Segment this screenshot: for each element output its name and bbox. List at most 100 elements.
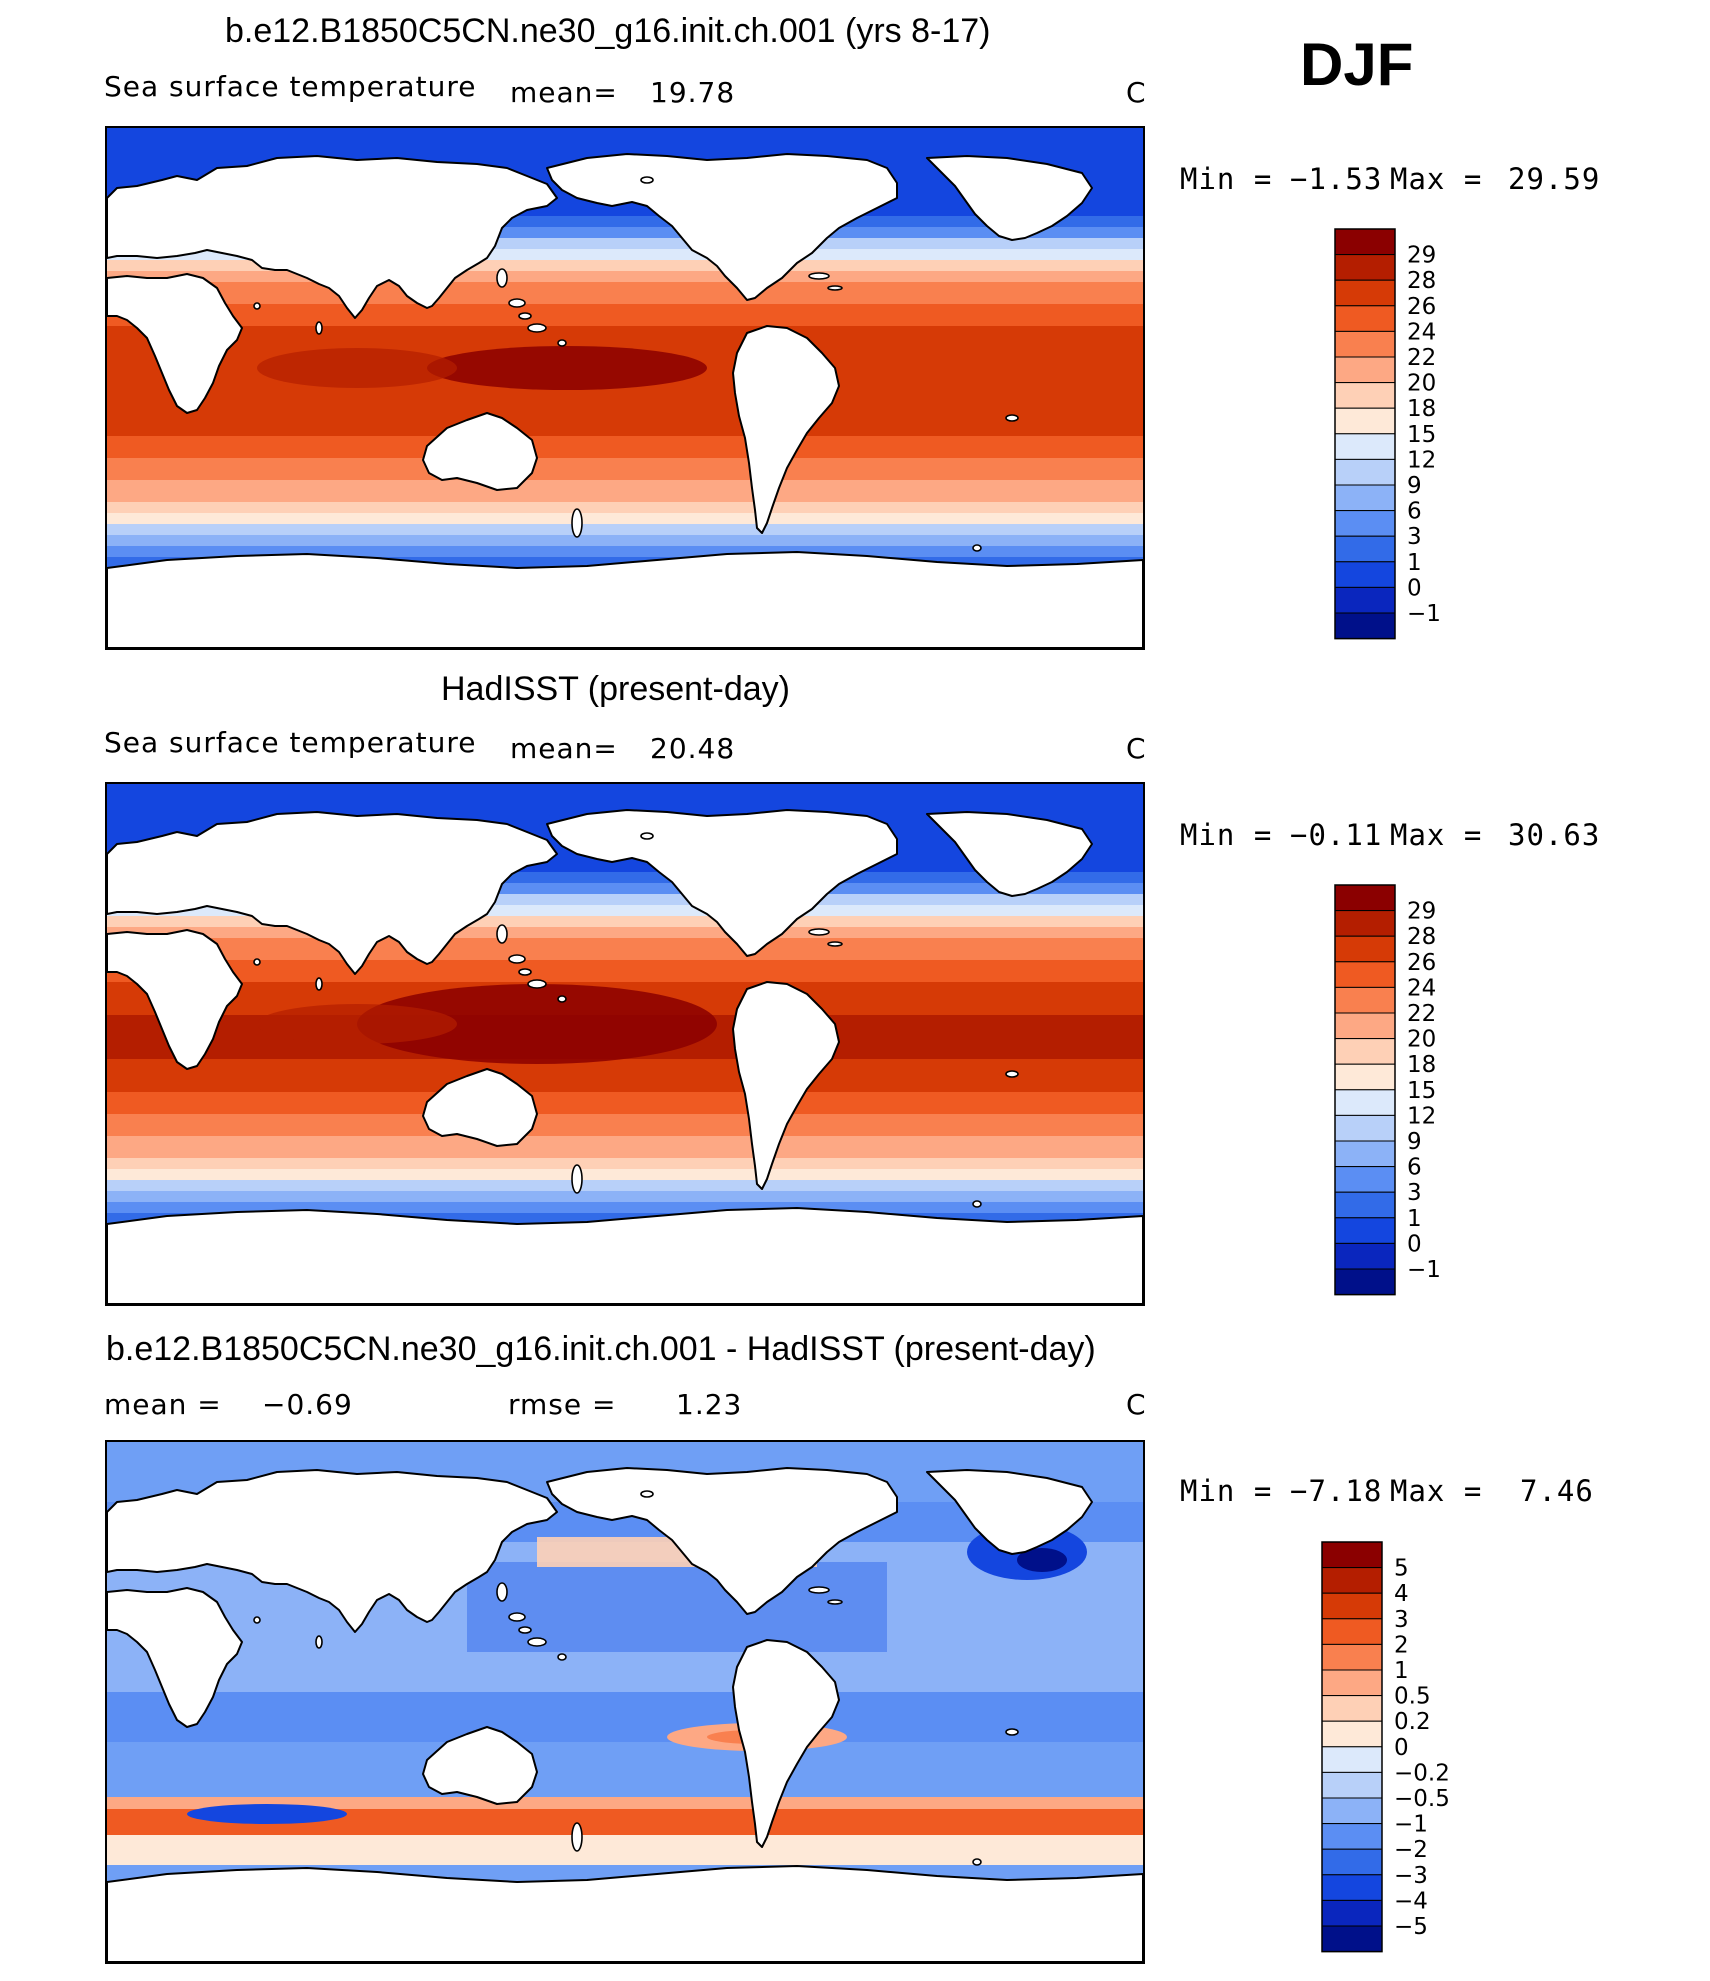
colorbar-tick-label: 22 (1407, 345, 1436, 371)
colorbar-tick-label: 15 (1407, 422, 1436, 448)
colorbar-swatch (1334, 961, 1396, 988)
colorbar-swatch (1334, 1063, 1396, 1091)
colorbar-swatch (1321, 1797, 1383, 1825)
panel2-colorbar: 29 28 26 24 22 20 18 15 12 9 6 3 1 0 −1 (1333, 883, 1483, 1296)
panel3-min-label: Min = (1180, 1474, 1273, 1508)
panel3-rmse-value: 1.23 (676, 1388, 743, 1421)
colorbar-tick-label: −2 (1394, 1837, 1428, 1863)
panel2-map (105, 782, 1145, 1306)
colorbar-swatch (1334, 1038, 1396, 1065)
panel1-variable: Sea surface temperature (104, 70, 477, 103)
panel1-title: b.e12.B1850C5CN.ne30_g16.init.ch.001 (yr… (225, 12, 991, 50)
colorbar-tick-label: 2 (1394, 1632, 1409, 1658)
colorbar-swatch (1334, 935, 1396, 963)
panel2-min-label: Min = (1180, 818, 1273, 852)
panel1-map (105, 126, 1145, 650)
panel2-title: HadISST (present-day) (441, 670, 790, 708)
colorbar-tick-label: 3 (1394, 1607, 1409, 1633)
colorbar-swatch (1334, 1012, 1396, 1040)
colorbar-tick-label: 22 (1407, 1001, 1436, 1027)
colorbar-tick-label: −1 (1407, 601, 1441, 627)
colorbar-swatch (1334, 910, 1396, 937)
panel1-max-label: Max = (1390, 162, 1483, 196)
colorbar-tick-label: 20 (1407, 371, 1436, 397)
colorbar-tick-label: 26 (1407, 950, 1436, 976)
colorbar-swatch (1334, 1268, 1396, 1296)
colorbar-swatch (1321, 1746, 1383, 1773)
colorbar-swatch (1334, 1242, 1396, 1270)
colorbar-swatch (1334, 510, 1396, 537)
panel3-min-value: −7.18 (1290, 1474, 1383, 1508)
colorbar-swatch (1334, 458, 1396, 486)
colorbar-tick-label: −1 (1407, 1257, 1441, 1283)
colorbar-swatch (1334, 1217, 1396, 1244)
colorbar-tick-label: 26 (1407, 294, 1436, 320)
colorbar-swatch (1321, 1823, 1383, 1850)
colorbar-swatch (1334, 407, 1396, 435)
panel1-min-value: −1.53 (1290, 162, 1383, 196)
panel3-colorbar: 5 4 3 2 1 0.5 0.2 0 −0.2 −0.5 −1 −2 −3 −4 −5 (1320, 1540, 1480, 1953)
colorbar-tick-label: 12 (1407, 1103, 1436, 1129)
colorbar-tick-label: 28 (1407, 924, 1436, 950)
colorbar-swatch (1321, 1592, 1383, 1620)
colorbar-swatch (1334, 382, 1396, 409)
colorbar-swatch (1321, 1771, 1383, 1799)
colorbar-tick-label: −3 (1394, 1863, 1428, 1889)
panel3-mean-label: mean = (104, 1388, 222, 1421)
panel2-variable: Sea surface temperature (104, 726, 477, 759)
colorbar-tick-label: 3 (1407, 1180, 1422, 1206)
colorbar-swatch (1334, 535, 1396, 563)
colorbar-tick-label: 6 (1407, 1155, 1422, 1181)
colorbar-swatch (1334, 356, 1396, 384)
colorbar-tick-label: 20 (1407, 1027, 1436, 1053)
colorbar-swatch (1334, 433, 1396, 460)
colorbar-swatch (1334, 1140, 1396, 1168)
colorbar-tick-label: −4 (1394, 1888, 1428, 1914)
colorbar-swatch (1334, 1166, 1396, 1193)
colorbar-swatch (1334, 1089, 1396, 1116)
colorbar-tick-label: 1 (1407, 1206, 1422, 1232)
colorbar-tick-label: 24 (1407, 975, 1436, 1001)
colorbar-swatch (1321, 1643, 1383, 1671)
colorbar-swatch (1321, 1669, 1383, 1697)
colorbar-swatch (1321, 1848, 1383, 1876)
colorbar-tick-label: −0.2 (1394, 1760, 1450, 1786)
panel2-max-value: 30.63 (1508, 818, 1601, 852)
panel3-mean-value: −0.69 (262, 1388, 353, 1421)
colorbar-swatch (1334, 305, 1396, 332)
colorbar-swatch (1334, 586, 1396, 614)
colorbar-tick-label: 0.2 (1394, 1709, 1431, 1735)
colorbar-tick-label: 0 (1407, 1231, 1422, 1257)
colorbar-tick-label: 0 (1407, 575, 1422, 601)
colorbar-tick-label: 15 (1407, 1078, 1436, 1104)
colorbar-tick-label: 29 (1407, 243, 1436, 269)
colorbar-tick-label: 18 (1407, 396, 1436, 422)
panel1-mean-label: mean= (510, 76, 618, 109)
colorbar-swatch (1334, 561, 1396, 588)
colorbar-tick-label: 29 (1407, 899, 1436, 925)
colorbar-swatch (1321, 1541, 1383, 1569)
panel3-units: C (1126, 1388, 1147, 1421)
colorbar-swatch (1334, 1191, 1396, 1219)
colorbar-tick-label: 1 (1407, 550, 1422, 576)
colorbar-tick-label: 6 (1407, 499, 1422, 525)
colorbar-swatch (1321, 1925, 1383, 1953)
panel3-title: b.e12.B1850C5CN.ne30_g16.init.ch.001 - H… (106, 1330, 1096, 1368)
season-label: DJF (1300, 31, 1414, 98)
colorbar-swatch (1321, 1567, 1383, 1594)
panel3-map (105, 1440, 1145, 1964)
colorbar-swatch (1321, 1899, 1383, 1927)
colorbar-tick-label: 3 (1407, 524, 1422, 550)
panel2-units: C (1126, 732, 1147, 765)
colorbar-tick-label: −0.5 (1394, 1786, 1450, 1812)
colorbar-tick-label: 0 (1394, 1735, 1409, 1761)
colorbar-swatch (1334, 612, 1396, 640)
panel1-units: C (1126, 76, 1147, 109)
colorbar-swatch (1334, 884, 1396, 912)
colorbar-tick-label: 24 (1407, 319, 1436, 345)
colorbar-swatch (1334, 330, 1396, 358)
panel2-max-label: Max = (1390, 818, 1483, 852)
colorbar-tick-label: 5 (1394, 1556, 1409, 1582)
panel1-min-label: Min = (1180, 162, 1273, 196)
panel3-rmse-label: rmse = (508, 1388, 617, 1421)
